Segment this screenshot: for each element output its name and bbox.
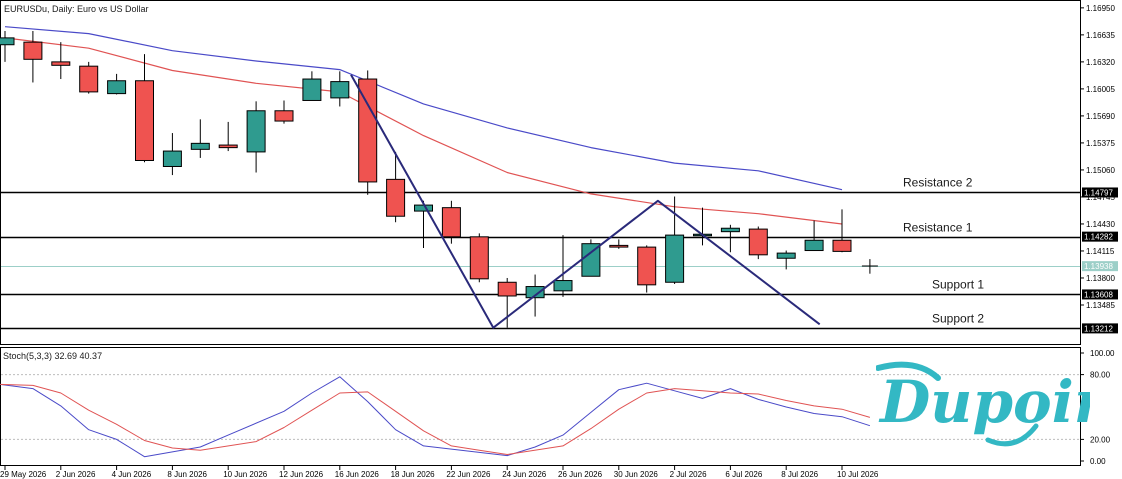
time-tick-label: 22 Jun 2026 xyxy=(446,470,491,479)
price-tick-label: 1.13485 xyxy=(1086,301,1115,310)
level-price-box xyxy=(1082,323,1118,334)
bear-candle xyxy=(832,239,852,252)
price-tick-label: 1.13800 xyxy=(1086,274,1115,283)
stoch-tick-label: 0.00 xyxy=(1090,457,1106,466)
bear-candle xyxy=(51,61,71,66)
bear-candle xyxy=(441,207,461,238)
bear-candle xyxy=(748,228,768,256)
time-tick-label: 4 Jun 2026 xyxy=(112,470,152,479)
pattern-lines xyxy=(350,74,821,329)
time-tick-label: 26 Jun 2026 xyxy=(558,470,603,479)
time-tick-label: 10 Jul 2026 xyxy=(837,470,879,479)
stoch-axis: 100.00 80.00 20.00 0.00 xyxy=(1080,349,1115,466)
bull-candle xyxy=(162,150,182,167)
bull-candle xyxy=(246,110,266,153)
price-tick-label: 1.16635 xyxy=(1086,31,1115,40)
time-tick-label: 29 May 2026 xyxy=(0,470,47,479)
price-tick-label: 1.16320 xyxy=(1086,58,1115,67)
stoch-k-line xyxy=(0,376,871,458)
ma-slow-line xyxy=(4,26,843,191)
price-tick-label: 1.14115 xyxy=(1086,247,1115,256)
time-tick-label: 18 Jun 2026 xyxy=(391,470,436,479)
bull-candle xyxy=(302,78,322,101)
price-tick-label: 1.14430 xyxy=(1086,220,1115,229)
bull-candle xyxy=(414,204,433,212)
bear-candle xyxy=(497,281,517,297)
bear-candle xyxy=(386,178,406,217)
bull-candle xyxy=(804,239,824,252)
bear-candle xyxy=(79,65,99,93)
bull-candle xyxy=(107,80,127,95)
price-tick-label: 1.16950 xyxy=(1086,4,1115,13)
dupoin-logo: Dupoin xyxy=(876,361,1090,447)
level-label: Support 2 xyxy=(932,312,984,326)
bid-price-box xyxy=(1082,261,1118,272)
stoch-tick-label: 100.00 xyxy=(1090,349,1115,358)
time-tick-label: 16 Jun 2026 xyxy=(335,470,380,479)
level-price-box xyxy=(1082,231,1118,242)
bull-candle xyxy=(776,252,796,259)
crosshair-cursor xyxy=(861,259,878,274)
svg-text:Dupoin: Dupoin xyxy=(878,368,1090,436)
level-price-box xyxy=(1082,187,1118,198)
level-label: Support 1 xyxy=(932,278,984,292)
bull-candle xyxy=(0,37,15,46)
bear-candle xyxy=(358,78,378,183)
price-tick-label: 1.15690 xyxy=(1086,112,1115,121)
stoch-d-line xyxy=(0,383,871,455)
bear-candle xyxy=(23,41,43,60)
bear-candle xyxy=(218,144,238,149)
time-tick-label: 8 Jul 2026 xyxy=(781,470,818,479)
stochastic-lines xyxy=(0,374,1080,458)
candles xyxy=(0,31,852,328)
price-tick-label: 1.15375 xyxy=(1086,139,1115,148)
level-price-label: 1.13212 xyxy=(1084,324,1113,333)
bull-candle xyxy=(190,142,210,150)
stoch-tick-label: 80.00 xyxy=(1090,371,1111,380)
time-tick-label: 30 Jun 2026 xyxy=(614,470,659,479)
level-label: Resistance 1 xyxy=(903,221,973,235)
bear-candle xyxy=(135,80,154,161)
level-price-label: 1.14282 xyxy=(1084,233,1113,242)
bear-candle xyxy=(274,110,294,122)
time-axis: 29 May 2026 2 Jun 2026 4 Jun 2026 8 Jun 202… xyxy=(0,466,879,479)
stoch-title: Stoch(5,3,3) 32.69 40.37 xyxy=(3,351,102,361)
bear-candle xyxy=(469,236,489,280)
price-tick-label: 1.16005 xyxy=(1086,85,1115,94)
time-tick-label: 12 Jun 2026 xyxy=(279,470,324,479)
bull-candle xyxy=(330,81,350,99)
bear-candle xyxy=(609,244,629,248)
price-tick-label: 1.15060 xyxy=(1086,166,1115,175)
bid-price-label: 1.13938 xyxy=(1084,262,1113,271)
level-price-label: 1.14797 xyxy=(1084,188,1113,197)
stoch-tick-label: 20.00 xyxy=(1090,435,1111,444)
bear-candle xyxy=(637,246,657,286)
time-tick-label: 10 Jun 2026 xyxy=(223,470,268,479)
level-price-box xyxy=(1082,289,1118,300)
bull-candle xyxy=(720,227,740,233)
time-tick-label: 6 Jul 2026 xyxy=(725,470,762,479)
time-tick-label: 2 Jul 2026 xyxy=(670,470,707,479)
bull-candle xyxy=(553,280,573,292)
bull-candle xyxy=(665,234,685,283)
horizontal-levels: Resistance 2 Resistance 1 Support 1 Support… xyxy=(1,176,1080,330)
level-price-label: 1.13608 xyxy=(1084,290,1113,299)
bull-candle xyxy=(525,286,545,299)
time-tick-label: 2 Jun 2026 xyxy=(56,470,96,479)
chart-title: EURUSDu, Daily: Euro vs US Dollar xyxy=(4,4,149,14)
level-label: Resistance 2 xyxy=(903,176,973,190)
pattern-line xyxy=(350,74,821,329)
time-tick-label: 24 Jun 2026 xyxy=(502,470,547,479)
time-tick-label: 8 Jun 2026 xyxy=(167,470,207,479)
price-axis: 1.16950 1.16635 1.16320 1.16005 1.15690 1.153… xyxy=(1080,4,1118,334)
